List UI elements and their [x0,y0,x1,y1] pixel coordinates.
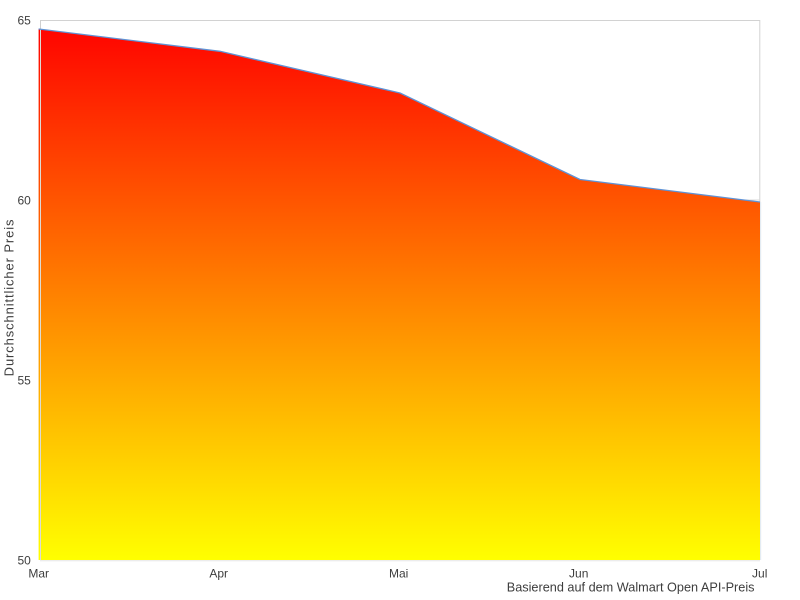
svg-text:Apr: Apr [209,567,228,581]
svg-text:Jul: Jul [752,567,767,581]
svg-text:Durchschnittlicher Preis: Durchschnittlicher Preis [2,219,17,377]
svg-text:Basierend auf dem Walmart Open: Basierend auf dem Walmart Open API-Preis [507,581,755,595]
svg-text:65: 65 [17,13,31,27]
svg-text:Mai: Mai [389,567,408,581]
svg-text:60: 60 [17,193,31,207]
svg-text:55: 55 [17,373,31,387]
svg-text:50: 50 [17,553,31,567]
svg-text:Jun: Jun [569,567,588,581]
svg-text:Mar: Mar [28,567,49,581]
